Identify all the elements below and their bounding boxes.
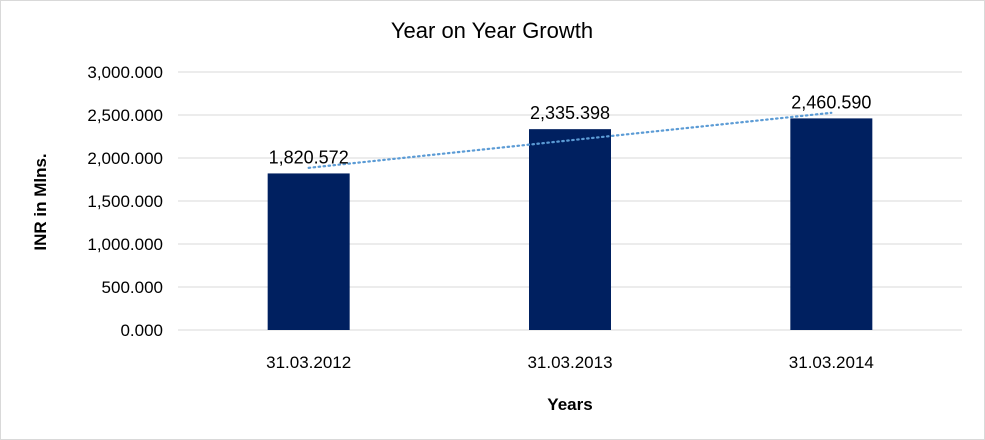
data-label: 1,820.572: [269, 147, 349, 167]
x-axis-ticks: 31.03.2012 31.03.2013 31.03.2014: [266, 353, 874, 372]
x-tick-label: 31.03.2014: [789, 353, 874, 372]
y-tick-label: 3,000.000: [87, 63, 163, 82]
x-axis-title: Years: [547, 395, 592, 414]
data-labels: 1,820.572 2,335.398 2,460.590: [269, 92, 872, 167]
data-label: 2,335.398: [530, 103, 610, 123]
trendline: [307, 111, 833, 169]
y-tick-label: 2,500.000: [87, 106, 163, 125]
bar: [790, 118, 873, 331]
y-axis-ticks: 0.000 500.000 1,000.000 1,500.000 2,000.000 2…: [87, 63, 163, 340]
chart-title: Year on Year Growth: [391, 18, 593, 43]
y-tick-label: 0.000: [120, 321, 163, 340]
data-label: 2,460.590: [791, 92, 871, 112]
x-tick-label: 31.03.2012: [266, 353, 351, 372]
x-tick-label: 31.03.2013: [527, 353, 612, 372]
bar: [267, 173, 350, 330]
y-tick-label: 1,500.000: [87, 192, 163, 211]
y-tick-label: 1,000.000: [87, 235, 163, 254]
y-axis-title: INR in Mlns.: [31, 153, 50, 250]
y-tick-label: 500.000: [102, 278, 163, 297]
bar: [529, 129, 611, 330]
y-tick-label: 2,000.000: [87, 149, 163, 168]
linear-trendline: [307, 111, 833, 169]
bars: [267, 118, 873, 331]
